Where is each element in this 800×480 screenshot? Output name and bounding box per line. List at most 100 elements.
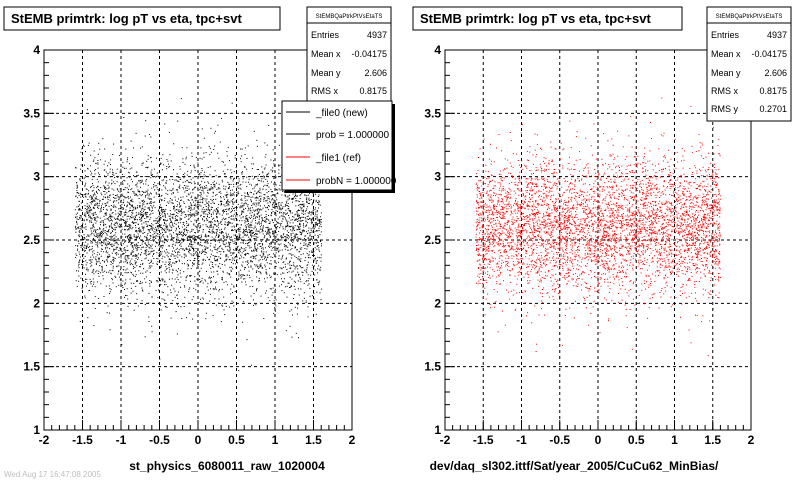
scatter-point bbox=[305, 300, 307, 302]
scatter-point bbox=[229, 274, 231, 276]
scatter-point bbox=[139, 180, 141, 182]
scatter-point bbox=[132, 212, 134, 214]
scatter-point bbox=[119, 171, 121, 173]
scatter-point bbox=[124, 289, 125, 290]
scatter-point bbox=[301, 233, 303, 235]
scatter-point bbox=[209, 249, 211, 251]
scatter-point bbox=[215, 182, 217, 184]
scatter-point bbox=[252, 261, 253, 263]
scatter-point bbox=[159, 215, 161, 217]
scatter-point bbox=[318, 220, 320, 221]
scatter-point bbox=[101, 207, 102, 209]
scatter-point bbox=[260, 228, 262, 230]
scatter-point bbox=[272, 230, 274, 232]
scatter-point bbox=[121, 290, 122, 292]
scatter-point bbox=[253, 256, 255, 258]
scatter-point bbox=[151, 265, 153, 267]
scatter-point bbox=[118, 276, 120, 278]
scatter-point bbox=[300, 232, 302, 233]
scatter-point bbox=[197, 187, 199, 189]
scatter-point bbox=[277, 207, 279, 209]
scatter-point bbox=[251, 250, 253, 252]
scatter-point bbox=[165, 268, 167, 270]
scatter-point bbox=[275, 228, 277, 230]
scatter-point bbox=[201, 297, 203, 299]
scatter-point bbox=[148, 176, 150, 178]
scatter-point bbox=[101, 267, 103, 269]
scatter-point bbox=[251, 175, 253, 177]
scatter-point bbox=[207, 192, 209, 194]
scatter-point bbox=[188, 291, 190, 293]
scatter-point bbox=[95, 190, 97, 192]
scatter-point bbox=[274, 242, 276, 244]
scatter-point bbox=[250, 199, 252, 201]
scatter-point bbox=[215, 208, 217, 210]
scatter-point bbox=[298, 226, 300, 228]
scatter-point bbox=[85, 281, 87, 283]
scatter-point bbox=[313, 243, 315, 245]
scatter-point bbox=[221, 264, 223, 265]
scatter-point bbox=[186, 190, 188, 191]
scatter-point bbox=[92, 206, 94, 208]
scatter-point bbox=[293, 265, 295, 267]
scatter-point bbox=[238, 228, 240, 230]
scatter-point bbox=[272, 287, 274, 289]
scatter-point bbox=[221, 304, 223, 306]
scatter-point bbox=[222, 270, 224, 272]
scatter-point bbox=[199, 204, 201, 206]
scatter-point bbox=[233, 178, 235, 180]
scatter-point bbox=[198, 260, 200, 262]
scatter-point bbox=[211, 187, 213, 189]
scatter-point bbox=[208, 235, 210, 237]
scatter-point bbox=[177, 252, 178, 254]
scatter-point bbox=[173, 288, 175, 290]
scatter-point bbox=[164, 241, 165, 243]
scatter-point bbox=[164, 177, 166, 179]
scatter-point bbox=[102, 275, 104, 277]
scatter-point bbox=[91, 246, 93, 247]
scatter-point bbox=[258, 266, 260, 268]
scatter-point bbox=[129, 218, 131, 220]
scatter-point bbox=[272, 233, 274, 235]
scatter-point bbox=[96, 187, 98, 189]
scatter-point bbox=[84, 176, 86, 178]
scatter-point bbox=[132, 264, 134, 266]
scatter-point bbox=[248, 228, 250, 230]
scatter-point bbox=[180, 306, 182, 308]
x-tick-label: -2 bbox=[39, 433, 50, 447]
scatter-point bbox=[259, 195, 260, 197]
scatter-point bbox=[261, 250, 263, 252]
scatter-point bbox=[212, 182, 214, 184]
scatter-point bbox=[257, 222, 259, 224]
scatter-point bbox=[118, 271, 119, 273]
scatter-point bbox=[272, 149, 274, 151]
scatter-point bbox=[148, 316, 150, 318]
scatter-point bbox=[149, 225, 151, 227]
scatter-point bbox=[197, 257, 198, 259]
scatter-point bbox=[260, 214, 262, 216]
scatter-point bbox=[152, 201, 154, 203]
scatter-point bbox=[274, 172, 276, 174]
scatter-point bbox=[76, 223, 78, 225]
scatter-point bbox=[171, 278, 173, 280]
scatter-point bbox=[235, 247, 237, 249]
scatter-point bbox=[96, 270, 98, 272]
scatter-point bbox=[118, 199, 120, 201]
scatter-point bbox=[156, 264, 158, 265]
scatter-point bbox=[152, 250, 154, 252]
scatter-point bbox=[108, 190, 110, 192]
scatter-point bbox=[223, 161, 224, 163]
scatter-point bbox=[75, 195, 77, 197]
scatter-point bbox=[89, 209, 91, 211]
scatter-point bbox=[95, 259, 97, 261]
scatter-point bbox=[263, 200, 265, 202]
scatter-point bbox=[236, 219, 238, 221]
scatter-point bbox=[296, 265, 298, 267]
scatter-point bbox=[274, 177, 276, 179]
scatter-point bbox=[215, 288, 217, 290]
scatter-point bbox=[160, 195, 162, 197]
scatter-point bbox=[316, 245, 318, 247]
scatter-point bbox=[209, 224, 211, 226]
scatter-point bbox=[191, 199, 193, 201]
scatter-point bbox=[226, 195, 228, 197]
